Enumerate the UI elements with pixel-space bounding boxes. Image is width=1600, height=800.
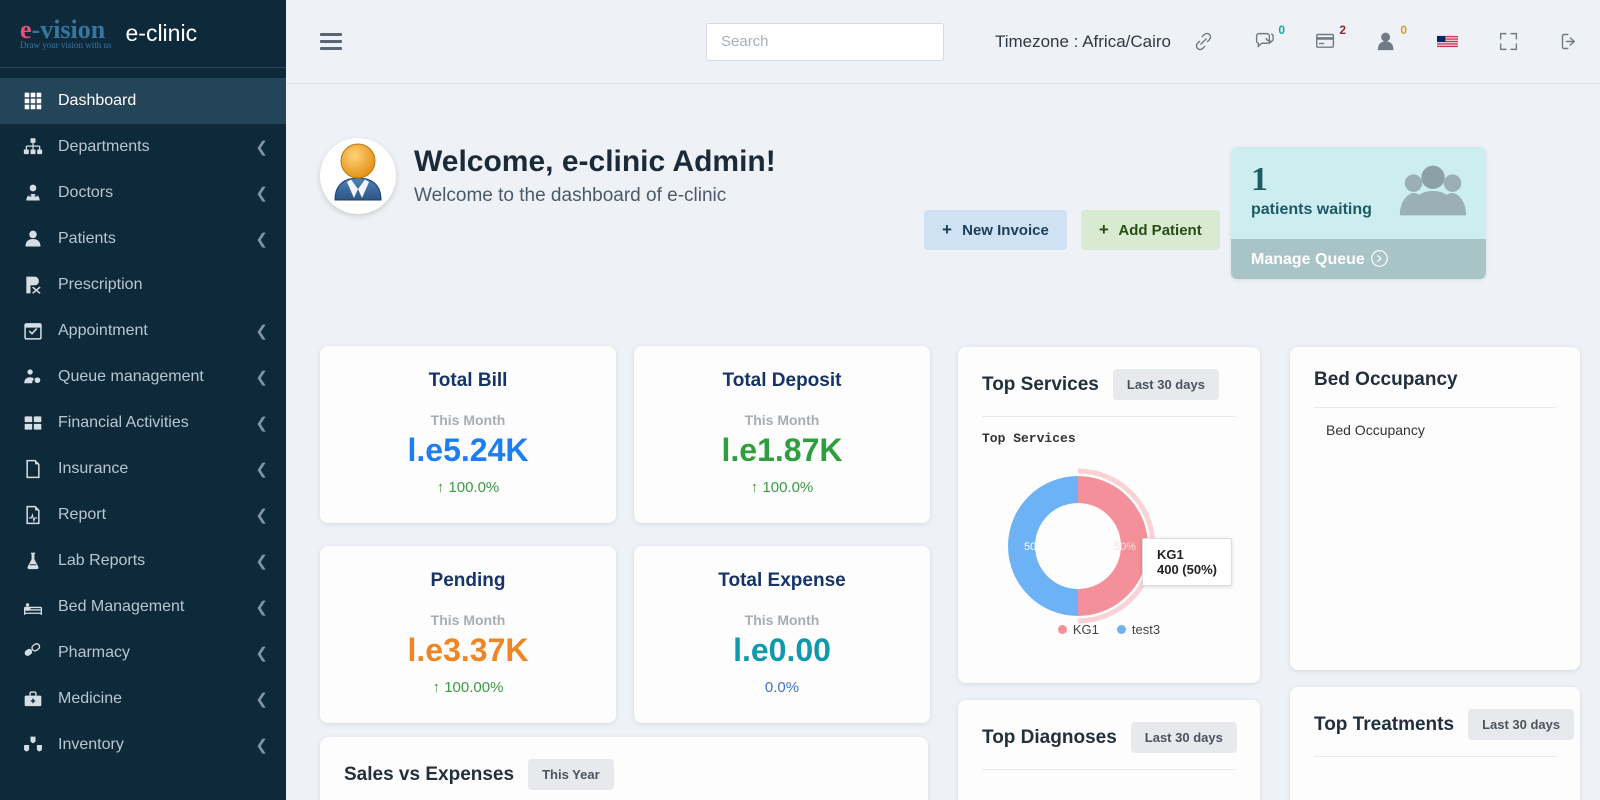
svg-text:50%: 50% [1114,541,1136,553]
svg-text:50%: 50% [1024,541,1046,553]
